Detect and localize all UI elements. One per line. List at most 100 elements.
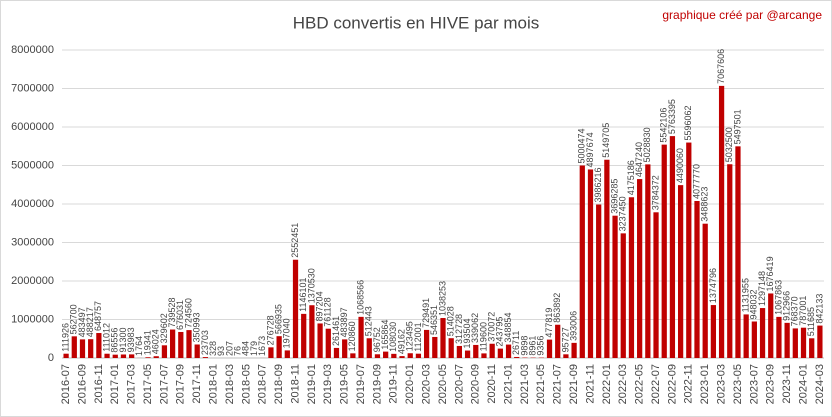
x-tick-label: 2021-01	[502, 364, 514, 404]
value-label: 512443	[364, 306, 374, 336]
x-tick-label: 2019-11	[388, 364, 400, 404]
value-label: 546351	[429, 305, 439, 335]
value-label: 1370530	[306, 268, 316, 303]
value-label: 4490060	[675, 148, 685, 183]
value-label: 1374796	[708, 268, 718, 303]
x-tick-label: 2022-03	[617, 364, 629, 404]
value-label: 724560	[183, 298, 193, 328]
bar	[727, 164, 733, 358]
bar	[792, 328, 798, 358]
value-label: 119600	[478, 322, 488, 351]
bar	[325, 328, 331, 358]
value-label: 897204	[314, 291, 324, 321]
x-tick-label: 2019-03	[322, 364, 334, 404]
value-label: 511685	[806, 307, 816, 336]
x-tick-label: 2018-01	[207, 364, 219, 404]
bar	[612, 215, 618, 358]
bar	[473, 344, 479, 358]
x-tick-label: 2021-03	[519, 364, 531, 404]
bar	[718, 85, 725, 359]
bar	[669, 136, 676, 358]
value-label: 329602	[159, 313, 169, 343]
x-tick-label: 2018-07	[257, 364, 269, 404]
bar	[71, 336, 77, 358]
value-label: 3784372	[650, 175, 660, 210]
value-label: 1131955	[741, 278, 751, 312]
bar	[145, 357, 151, 358]
value-label: 111012	[101, 323, 111, 352]
value-label: 49162	[396, 329, 406, 354]
x-tick-label: 2019-01	[306, 364, 318, 404]
bar	[768, 293, 774, 358]
bar	[456, 345, 463, 358]
bar	[555, 324, 561, 358]
bar	[407, 353, 413, 358]
bar	[112, 354, 118, 358]
y-tick-label: 8000000	[11, 44, 54, 56]
x-tick-label: 2020-03	[421, 364, 433, 404]
value-label: 2552451	[290, 223, 300, 258]
bar	[129, 354, 135, 358]
bar	[333, 347, 340, 358]
x-tick-label: 2021-05	[535, 364, 547, 404]
value-label: 93983	[126, 327, 136, 352]
x-tick-label: 2019-07	[355, 364, 367, 404]
bar	[653, 212, 659, 358]
value-label: 1676419	[765, 256, 775, 291]
value-label: 1764	[134, 336, 144, 356]
bar	[751, 321, 757, 358]
x-tick-label: 2024-01	[797, 364, 809, 404]
bar	[587, 169, 594, 358]
value-label: 393006	[568, 311, 578, 341]
value-label: 5497501	[732, 109, 742, 144]
value-label: 261461	[331, 316, 341, 346]
x-tick-label: 2023-09	[765, 364, 777, 404]
x-tick-label: 2018-03	[224, 364, 236, 404]
bar	[481, 353, 487, 358]
bar	[358, 316, 364, 358]
value-label: 328	[208, 341, 218, 356]
bar	[309, 305, 315, 358]
value-label: 912966	[782, 291, 792, 321]
bar	[759, 308, 766, 358]
value-label: 350993	[192, 312, 202, 342]
value-label: 1146101	[298, 278, 308, 312]
y-tick-label: 1000000	[11, 313, 54, 325]
bar	[153, 356, 159, 358]
bar	[571, 342, 577, 358]
x-tick-label: 2019-09	[371, 364, 383, 404]
value-label: 23703	[200, 330, 210, 355]
value-label: 8961	[528, 336, 538, 356]
x-tick-label: 2017-03	[126, 364, 138, 404]
value-label: 1297148	[757, 271, 767, 306]
bar	[776, 316, 782, 358]
value-label: 4077770	[691, 164, 701, 199]
value-label: 93	[216, 346, 226, 356]
y-tick-label: 2000000	[11, 275, 54, 287]
value-label: 207	[224, 341, 234, 356]
bar	[743, 314, 749, 358]
bar	[342, 339, 348, 358]
value-label: 739528	[167, 297, 177, 327]
bar	[579, 165, 585, 358]
value-label: 488217	[85, 307, 95, 337]
x-tick-label: 2020-07	[453, 364, 465, 404]
x-tick-label: 2020-01	[404, 364, 416, 404]
value-label: 514028	[446, 306, 456, 336]
value-label: 19341	[142, 330, 152, 355]
x-tick-label: 2021-11	[584, 364, 596, 404]
y-tick-label: 6000000	[11, 121, 54, 133]
bar	[628, 197, 635, 358]
value-label: 112001	[413, 322, 423, 351]
x-tick-label: 2022-01	[601, 364, 613, 404]
value-label: 566935	[274, 304, 284, 334]
bar	[710, 305, 717, 358]
bar	[276, 336, 282, 358]
x-tick-label: 2023-01	[699, 364, 711, 404]
bar	[817, 325, 823, 358]
bar	[301, 313, 307, 358]
value-label: 787001	[798, 296, 808, 326]
bar	[292, 259, 299, 358]
value-label: 120860	[347, 321, 357, 351]
